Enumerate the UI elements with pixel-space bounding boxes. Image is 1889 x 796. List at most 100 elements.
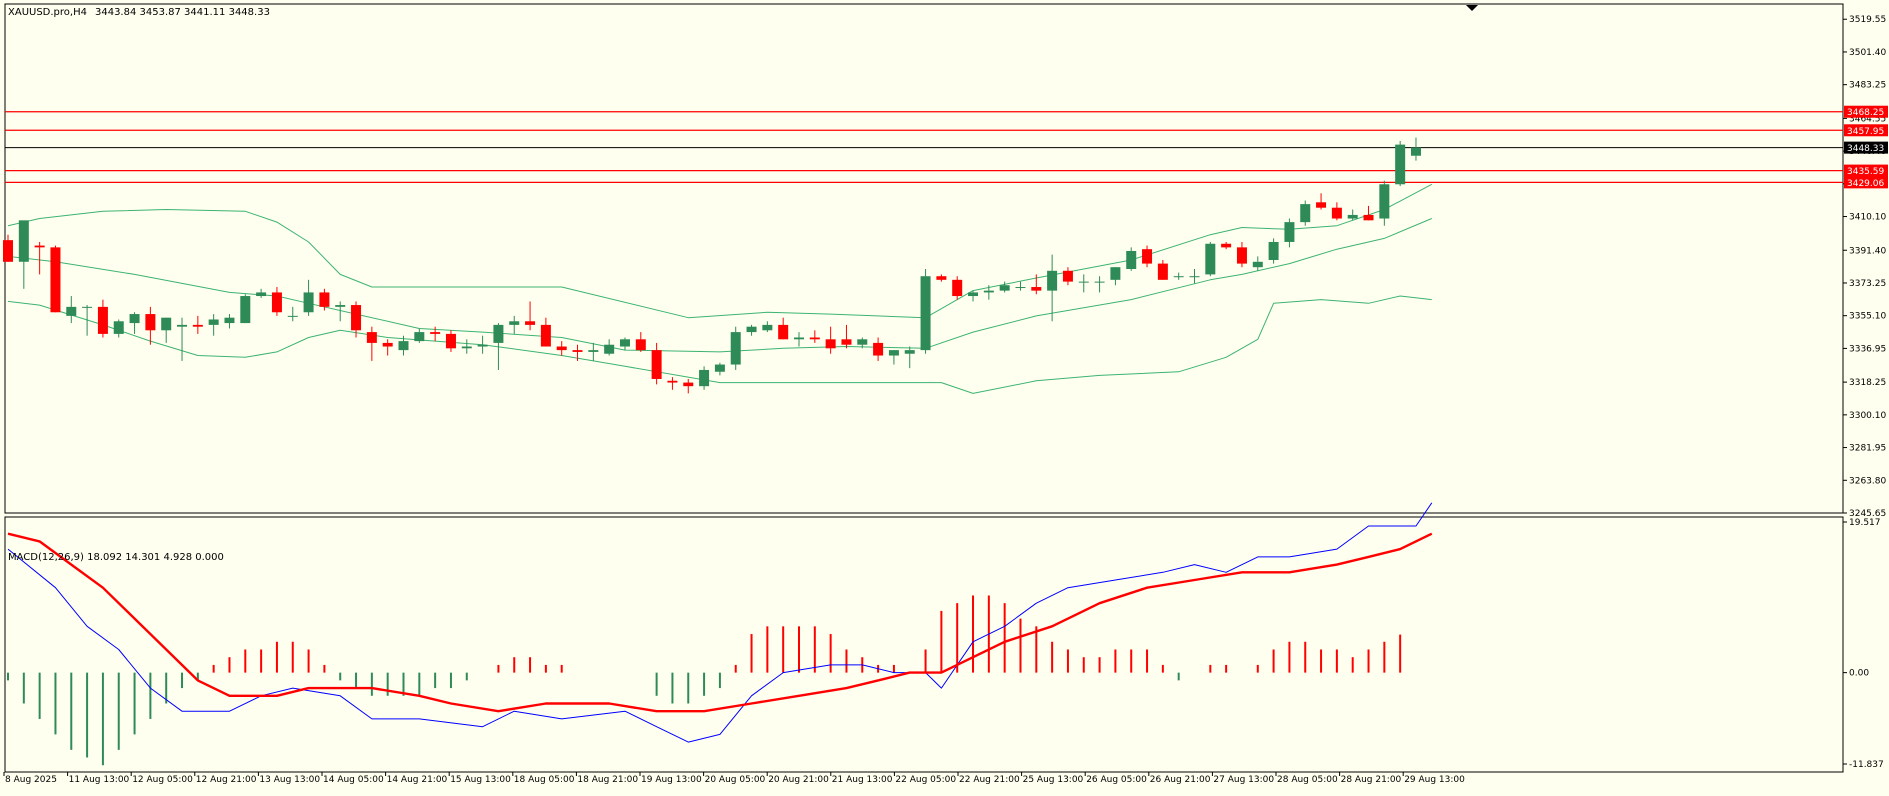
symbol-timeframe: XAUUSD.pro,H4 — [8, 7, 87, 18]
price-tick-label: 3483.25 — [1849, 81, 1886, 91]
macd-pane-border — [4, 516, 1844, 773]
candle-body — [1236, 247, 1247, 264]
candle-body — [699, 369, 710, 387]
time-tick-label: 26 Aug 21:00 — [1150, 775, 1211, 785]
price-tick-label: 3519.55 — [1849, 15, 1886, 25]
candle-body — [430, 332, 441, 334]
level-price-label: 3468.25 — [1847, 108, 1884, 118]
candle-body — [1015, 287, 1026, 289]
time-tick-label: 8 Aug 2025 — [5, 775, 57, 785]
candle-body — [794, 337, 804, 340]
candle-body — [730, 332, 741, 365]
candle-body — [445, 333, 456, 349]
time-tick-label: 28 Aug 05:00 — [1277, 775, 1338, 785]
candle-body — [1284, 222, 1295, 242]
candle-body — [1363, 214, 1374, 221]
chart-shift-marker-icon[interactable] — [1466, 5, 1478, 11]
candle-body — [1173, 276, 1184, 278]
candle-body — [192, 324, 203, 327]
bollinger-upper-band — [7, 183, 1433, 319]
time-tick-label: 25 Aug 13:00 — [1023, 775, 1084, 785]
candle-body — [746, 326, 757, 333]
candle-body — [525, 321, 536, 325]
candle-body — [1410, 147, 1421, 156]
candle-body — [841, 339, 852, 345]
candle-body — [1062, 270, 1073, 282]
time-tick-label: 19 Aug 13:00 — [641, 775, 702, 785]
candle-body — [351, 305, 362, 331]
candle-body — [762, 324, 773, 331]
candle-body — [1395, 144, 1406, 185]
candle-body — [714, 364, 725, 372]
price-pane[interactable] — [3, 111, 1843, 394]
candle-body — [588, 350, 599, 352]
candle-body — [1347, 214, 1358, 219]
macd-pane[interactable] — [7, 502, 1433, 766]
candle-body — [809, 337, 820, 340]
candle-body — [161, 317, 172, 331]
candle-body — [857, 339, 868, 345]
price-tick-label: 3355.10 — [1849, 312, 1886, 322]
macd-tick-label: -11.837 — [1849, 760, 1884, 770]
candle-body — [398, 341, 409, 351]
candle-body — [540, 324, 551, 347]
candle-body — [1300, 204, 1311, 223]
candle-body — [382, 342, 393, 347]
candle-body — [1078, 281, 1089, 283]
candle-body — [1379, 184, 1390, 219]
candle-body — [509, 321, 520, 325]
price-axis: 3519.553501.403483.253464.553446.403428.… — [1843, 15, 1888, 770]
level-price-tag — [1844, 124, 1888, 137]
candle-body — [572, 350, 583, 352]
candle-body — [18, 220, 29, 262]
candle-body — [208, 319, 219, 325]
price-pane-border — [4, 3, 1844, 514]
time-tick-label: 27 Aug 13:00 — [1213, 775, 1274, 785]
time-tick-label: 22 Aug 21:00 — [959, 775, 1020, 785]
candle-body — [1331, 207, 1342, 219]
time-tick-label: 28 Aug 21:00 — [1341, 775, 1402, 785]
candle-body — [177, 324, 188, 327]
time-tick-label: 20 Aug 21:00 — [768, 775, 829, 785]
candle-body — [888, 350, 899, 356]
price-tick-label: 3300.10 — [1849, 411, 1886, 421]
time-tick-label: 18 Aug 21:00 — [577, 775, 638, 785]
candle-body — [1189, 276, 1200, 278]
time-tick-label: 20 Aug 05:00 — [705, 775, 766, 785]
price-tick-label: 3336.95 — [1849, 344, 1886, 354]
price-tick-label: 3245.65 — [1849, 509, 1886, 519]
price-tick-label: 3318.25 — [1849, 378, 1886, 388]
candle-body — [651, 350, 662, 379]
candle-body — [1252, 261, 1263, 268]
macd-tick-label: 19.517 — [1849, 518, 1881, 528]
candle-body — [82, 306, 93, 308]
time-tick-label: 29 Aug 13:00 — [1404, 775, 1465, 785]
current-price-label: 3448.33 — [1847, 144, 1884, 154]
candle-body — [1110, 267, 1121, 280]
level-price-tag — [1844, 176, 1888, 189]
candle-body — [1157, 263, 1168, 280]
candle-body — [619, 339, 630, 347]
candle-body — [1142, 249, 1153, 264]
candle-body — [873, 342, 884, 356]
bollinger-middle-band — [7, 218, 1432, 353]
time-tick-label: 18 Aug 05:00 — [514, 775, 575, 785]
candle-body — [240, 296, 251, 324]
price-tick-label: 3391.40 — [1849, 246, 1886, 256]
candle-body — [920, 276, 931, 351]
candle-body — [3, 240, 13, 262]
candle-body — [256, 292, 267, 297]
candle-body — [335, 305, 346, 307]
level-price-label: 3457.95 — [1847, 127, 1884, 137]
macd-line — [7, 502, 1433, 743]
candle-body — [983, 290, 994, 293]
candle-body — [1031, 287, 1042, 291]
time-tick-label: 14 Aug 21:00 — [387, 775, 448, 785]
candle-body — [1316, 202, 1327, 208]
candle-body — [319, 292, 330, 307]
time-tick-label: 15 Aug 13:00 — [450, 775, 511, 785]
level-price-label: 3429.06 — [1847, 179, 1884, 189]
candle-body — [414, 332, 425, 342]
